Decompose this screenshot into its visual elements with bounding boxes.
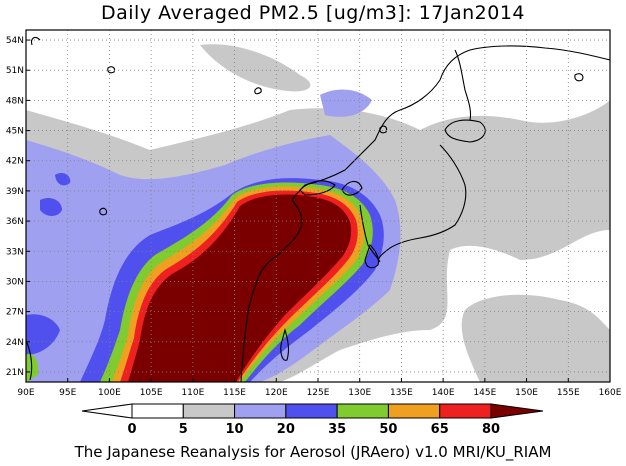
colorbar-segment bbox=[131, 403, 184, 419]
longitude-tick-label: 140E bbox=[432, 388, 455, 398]
latitude-tick-label: 24N bbox=[6, 338, 24, 348]
latitude-tick-label: 39N bbox=[6, 187, 24, 197]
colorbar-label: 0 bbox=[127, 422, 136, 437]
pm25-band-20-35 bbox=[26, 314, 60, 355]
colorbar-extension-high bbox=[490, 403, 544, 419]
pm25-band-10-20 bbox=[320, 89, 372, 117]
latitude-tick-label: 48N bbox=[6, 96, 24, 106]
longitude-tick-label: 110E bbox=[181, 388, 204, 398]
colorbar-segment bbox=[336, 403, 389, 419]
latitude-tick-label: 33N bbox=[6, 247, 24, 257]
colorbar-label: 5 bbox=[179, 422, 188, 437]
colorbar-segment bbox=[285, 403, 338, 419]
longitude-tick-label: 145E bbox=[473, 388, 496, 398]
longitude-tick-label: 155E bbox=[557, 388, 580, 398]
colorbar-segment bbox=[182, 403, 236, 419]
longitude-tick-label: 90E bbox=[17, 388, 34, 398]
longitude-tick-label: 130E bbox=[348, 388, 371, 398]
latitude-tick-label: 54N bbox=[6, 36, 24, 46]
footer-credit: The Japanese Reanalysis for Aerosol (JRA… bbox=[74, 443, 552, 461]
latitude-tick-label: 51N bbox=[6, 66, 24, 76]
longitude-tick-label: 95E bbox=[59, 388, 76, 398]
longitude-ticks: 90E 95E 100E 105E 110E 115E 120E 125E 130E 135E 14… bbox=[17, 378, 622, 398]
pm25-band-20-35 bbox=[40, 198, 62, 216]
pm25-band-5-10 bbox=[461, 294, 610, 382]
latitude-tick-label: 36N bbox=[6, 217, 24, 227]
colorbar-label: 80 bbox=[482, 422, 500, 437]
longitude-tick-label: 125E bbox=[307, 388, 330, 398]
longitude-tick-label: 105E bbox=[140, 388, 163, 398]
colorbar-label: 20 bbox=[277, 422, 295, 437]
longitude-tick-label: 160E bbox=[599, 388, 622, 398]
map-title: Daily Averaged PM2.5 [ug/m3]: 17Jan2014 bbox=[100, 2, 526, 24]
colorbar-label: 35 bbox=[328, 422, 346, 437]
longitude-tick-label: 135E bbox=[390, 388, 413, 398]
longitude-tick-label: 100E bbox=[98, 388, 121, 398]
latitude-ticks: 21N 24N 27N 30N 33N 36N 39N 42N 45N 48N 51N 54N bbox=[6, 36, 30, 378]
pm25-band-80-plus bbox=[128, 194, 352, 382]
latitude-tick-label: 30N bbox=[6, 277, 24, 287]
colorbar-segment bbox=[387, 403, 441, 419]
colorbar: 0 5 10 20 35 50 65 80 bbox=[81, 403, 544, 437]
latitude-tick-label: 42N bbox=[6, 157, 24, 167]
colorbar-label: 10 bbox=[226, 422, 244, 437]
pm25-band-5-10 bbox=[520, 146, 610, 210]
colorbar-label: 65 bbox=[431, 422, 449, 437]
latitude-tick-label: 45N bbox=[6, 127, 24, 137]
longitude-tick-label: 150E bbox=[515, 388, 538, 398]
colorbar-segment bbox=[234, 403, 287, 419]
colorbar-extension-low bbox=[81, 403, 133, 419]
lat-lon-grid bbox=[26, 30, 610, 382]
pm25-band-20-35 bbox=[55, 172, 71, 186]
latitude-tick-label: 21N bbox=[6, 368, 24, 378]
latitude-tick-label: 27N bbox=[6, 308, 24, 318]
longitude-tick-label: 120E bbox=[265, 388, 288, 398]
coastlines bbox=[26, 36, 610, 382]
colorbar-label: 50 bbox=[379, 422, 397, 437]
pm25-band-5-10 bbox=[200, 44, 311, 92]
colorbar-segment bbox=[439, 403, 492, 419]
longitude-tick-label: 115E bbox=[223, 388, 246, 398]
